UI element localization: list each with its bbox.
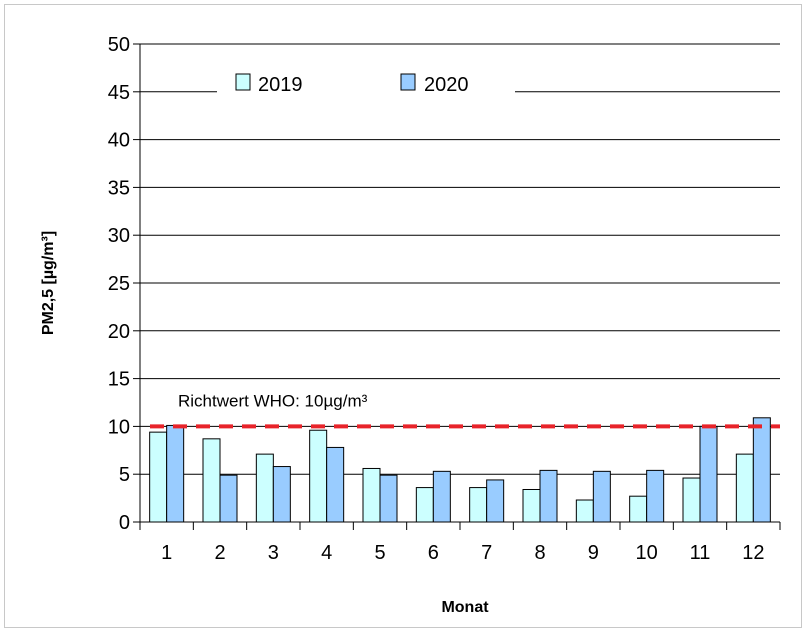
y-tick-label-40: 40	[108, 130, 130, 152]
who-reference-label: Richtwert WHO: 10µg/m³	[178, 391, 368, 410]
reference-line-group: Richtwert WHO: 10µg/m³	[150, 391, 780, 429]
y-tick-label-30: 30	[108, 225, 130, 247]
bar-2019-month-6	[415, 487, 434, 523]
x-tick-label-12: 12	[742, 542, 764, 564]
x-tick-label-3: 3	[268, 542, 279, 564]
bar-2020-month-2	[219, 474, 238, 523]
legend-swatch-2019	[235, 73, 251, 91]
chart-frame	[4, 4, 802, 628]
legend-background	[217, 60, 515, 106]
y-tick-label-15: 15	[108, 369, 130, 391]
bar-2019-month-4	[309, 429, 328, 523]
x-tick-label-6: 6	[428, 542, 439, 564]
bar-2020-month-9	[592, 470, 611, 523]
bar-2020-month-11	[699, 425, 718, 523]
y-tick-label-25: 25	[108, 273, 130, 295]
bar-2019-month-3	[255, 453, 274, 523]
x-tick-label-9: 9	[588, 542, 599, 564]
y-tick-label-20: 20	[108, 321, 130, 343]
x-tick-label-7: 7	[481, 542, 492, 564]
bar-2020-month-7	[486, 479, 505, 523]
x-axis-title: Monat	[441, 599, 489, 616]
y-tick-label-50: 50	[108, 34, 130, 56]
y-tick-label-5: 5	[119, 464, 130, 486]
bar-2020-month-6	[432, 470, 451, 523]
x-tick-label-5: 5	[374, 542, 385, 564]
bar-2020-month-1	[166, 424, 185, 523]
bar-2019-month-7	[469, 487, 488, 523]
bars	[149, 417, 771, 523]
bar-2020-month-8	[539, 469, 558, 523]
y-tick-label-0: 0	[119, 512, 130, 534]
x-tick-label-2: 2	[214, 542, 225, 564]
bar-2019-month-1	[149, 431, 168, 523]
legend-label-2020: 2020	[424, 74, 469, 96]
bar-2019-month-2	[202, 438, 221, 523]
x-tick-label-10: 10	[636, 542, 658, 564]
bar-2020-month-12	[752, 417, 771, 523]
bar-2019-month-8	[522, 488, 541, 523]
y-tick-label-45: 45	[108, 82, 130, 104]
bar-2019-month-12	[735, 453, 754, 523]
y-tick-label-35: 35	[108, 177, 130, 199]
bar-2019-month-5	[362, 467, 381, 523]
y-axis-title: PM2,5 [µg/m³]	[40, 231, 57, 335]
bar-2020-month-4	[326, 446, 345, 523]
bar-2019-month-9	[575, 499, 594, 523]
bar-2020-month-3	[272, 466, 291, 523]
y-tick-label-10: 10	[108, 416, 130, 438]
bar-2019-month-10	[629, 495, 648, 523]
x-tick-label-1: 1	[161, 542, 172, 564]
bar-2020-month-5	[379, 474, 398, 523]
x-tick-label-4: 4	[321, 542, 332, 564]
legend-swatch-2020	[400, 73, 416, 91]
legend: 2019 2020	[217, 60, 515, 106]
bar-2019-month-11	[682, 477, 701, 523]
x-tick-label-11: 11	[690, 542, 711, 564]
x-tick-label-8: 8	[534, 542, 545, 564]
bar-2020-month-10	[646, 469, 665, 523]
legend-label-2019: 2019	[258, 74, 303, 96]
